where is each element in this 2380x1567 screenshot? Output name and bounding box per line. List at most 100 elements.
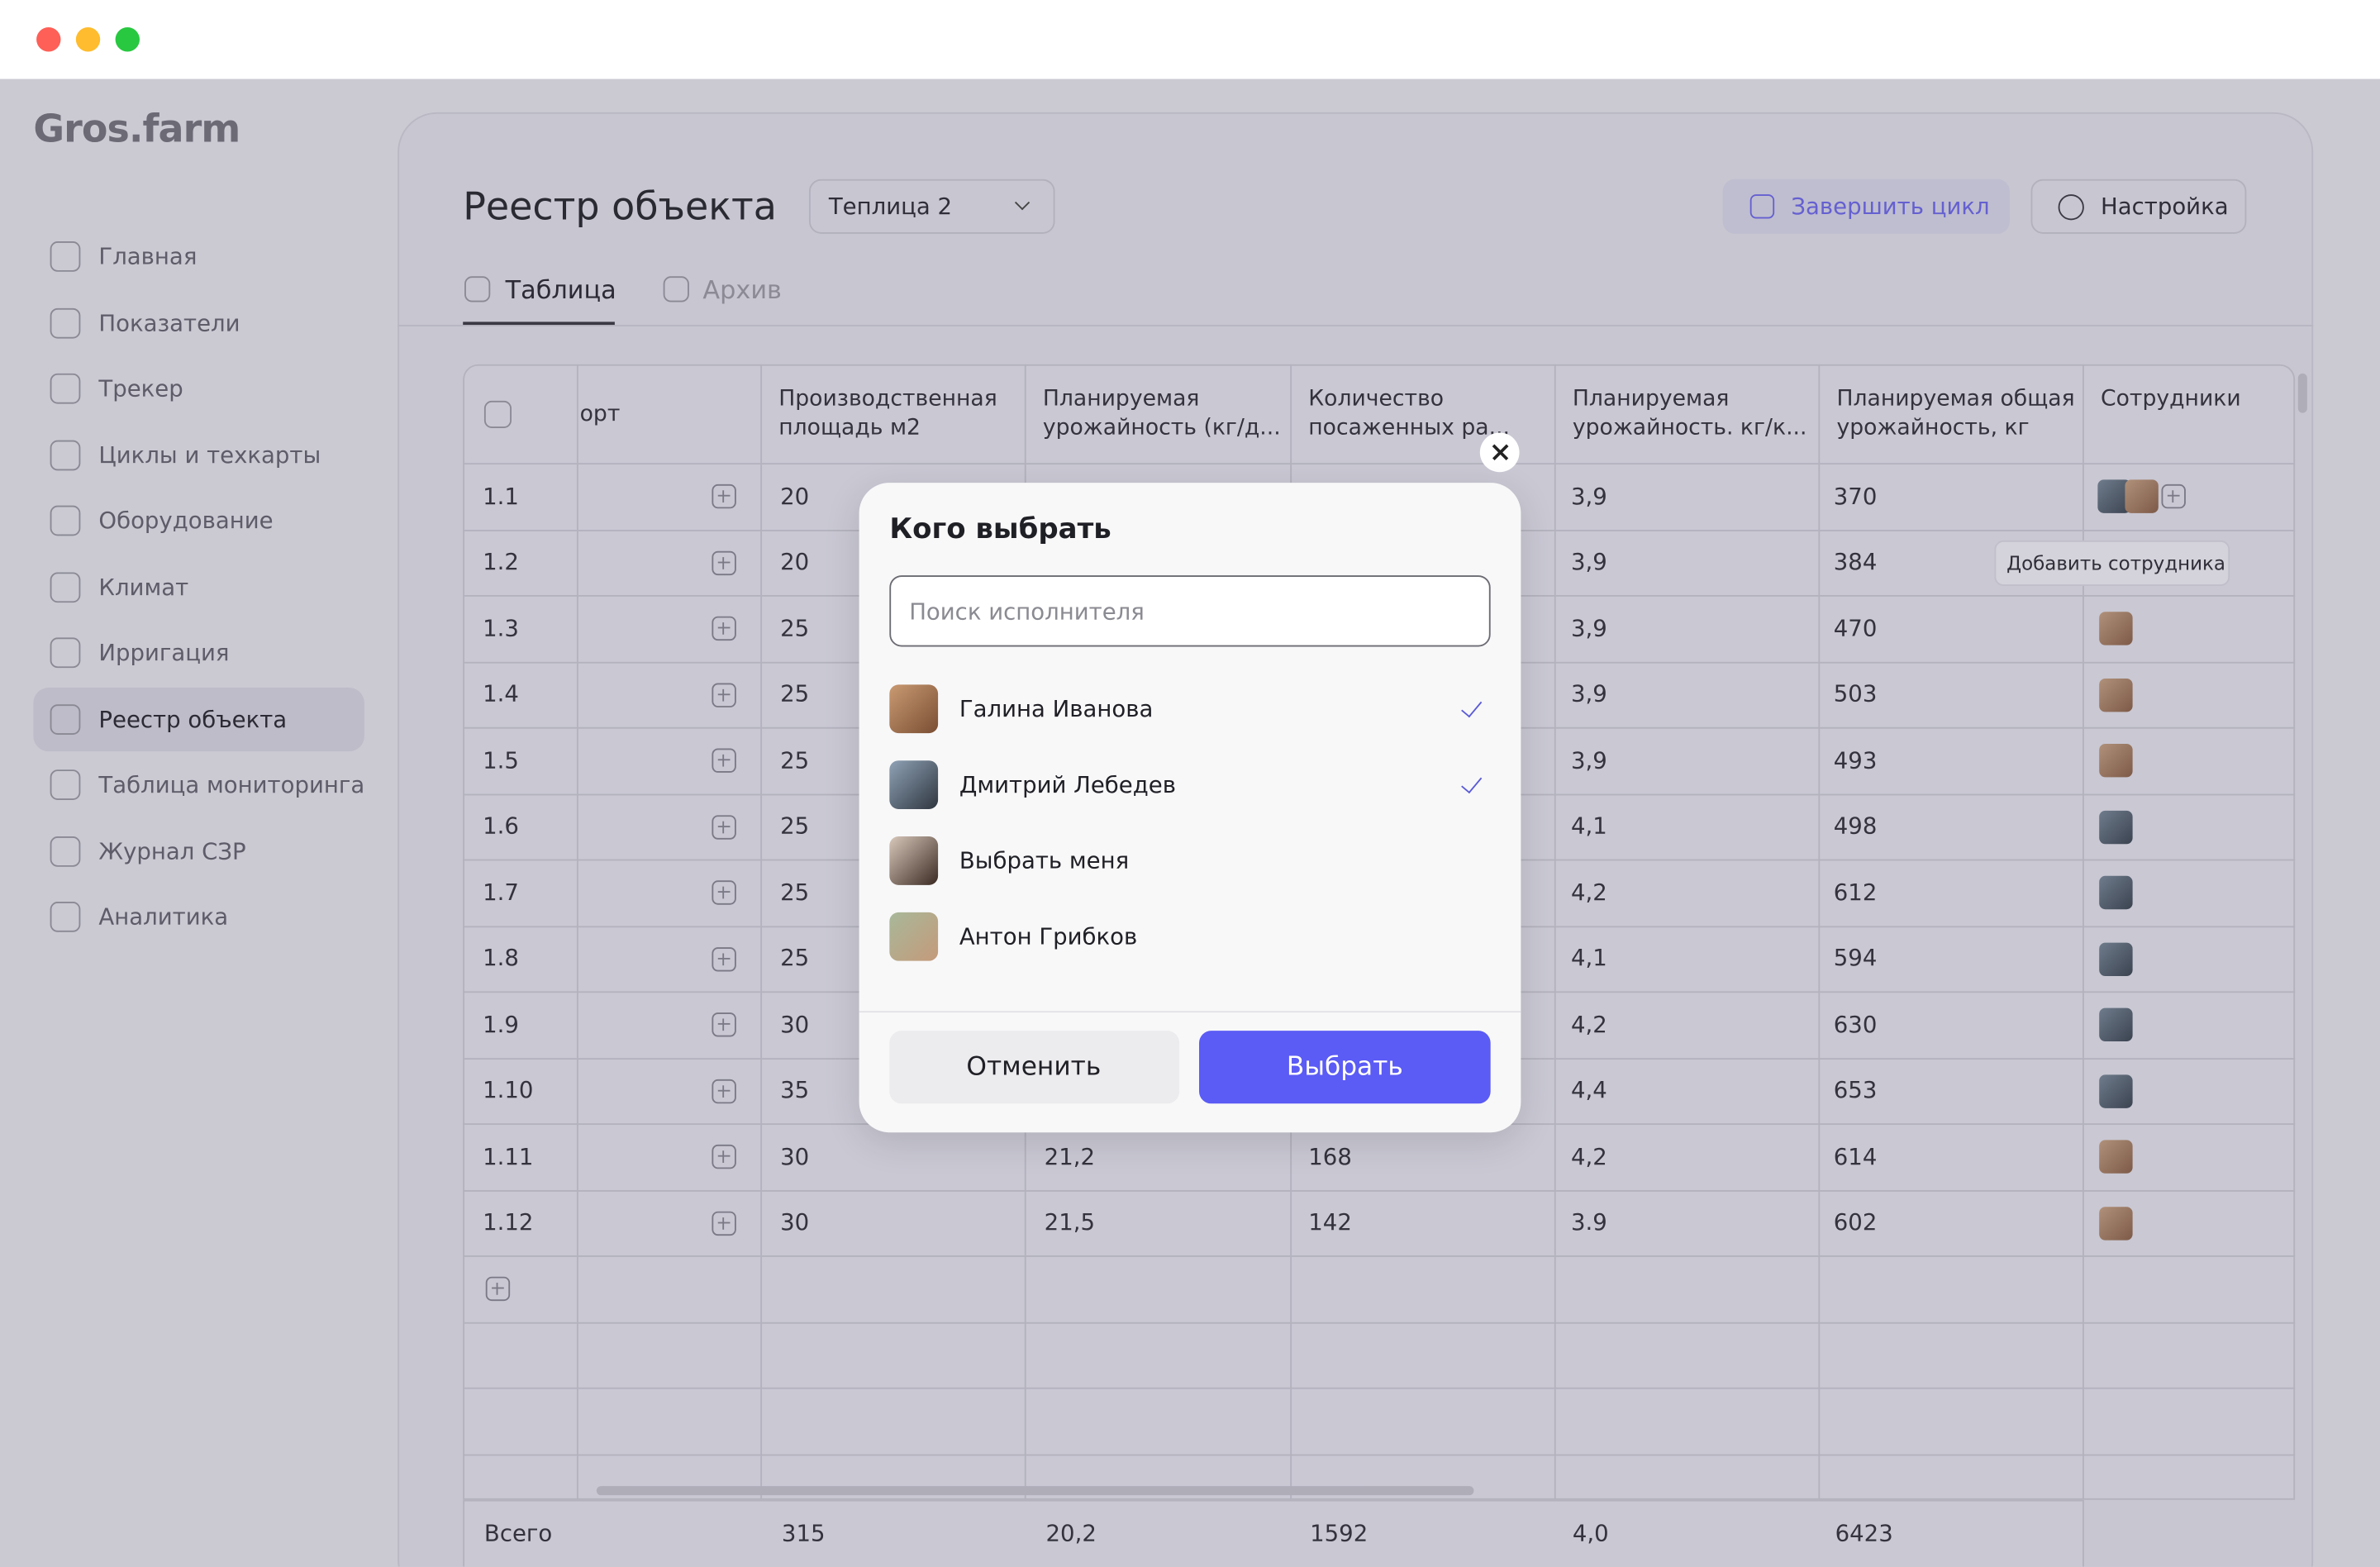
cancel-button[interactable] (889, 1031, 1180, 1104)
cancel-label: Отменить (966, 1051, 1102, 1083)
select-button[interactable] (1199, 1031, 1491, 1104)
add-variety-button[interactable] (712, 748, 736, 773)
cell: 4,2 (1571, 1142, 1607, 1170)
column-header: Планируемая общая урожайность, кг (1836, 387, 2075, 441)
cell: 503 (1833, 680, 1878, 708)
total-cell: 1592 (1310, 1519, 1368, 1547)
avatar (2099, 744, 2133, 778)
cell: 630 (1833, 1010, 1878, 1038)
nav-item[interactable]: Трекер (98, 374, 183, 402)
cell: 1.4 (483, 680, 519, 708)
cell: 25 (780, 614, 810, 642)
row-divider (463, 1321, 2296, 1323)
total-cell: Всего (483, 1519, 553, 1547)
person-avatar (889, 760, 939, 809)
cell: 1.12 (483, 1208, 534, 1236)
add-variety-button[interactable] (712, 550, 736, 575)
cell: 20 (780, 482, 810, 510)
tooltip-text: Добавить сотрудника (2006, 551, 2225, 575)
add-variety-button[interactable] (712, 616, 736, 641)
column-header: орт (579, 402, 621, 427)
page-title: Реестр объекта (463, 184, 777, 229)
cell: 1.6 (483, 812, 519, 841)
column-header: Планируемая урожайность. кг/к... (1572, 387, 1807, 441)
cell: 4,1 (1571, 944, 1607, 972)
window-control[interactable] (75, 27, 101, 52)
button-icon (2058, 194, 2084, 221)
add-variety-button[interactable] (712, 483, 736, 509)
nav-icon (50, 307, 81, 338)
cell: 602 (1833, 1208, 1878, 1236)
title-bar (0, 0, 2380, 79)
nav-item[interactable]: Реестр объекта (98, 705, 288, 733)
column-divider (760, 364, 763, 1567)
cell: 1.9 (483, 1010, 519, 1038)
cell: 3.9 (1571, 1208, 1607, 1236)
add-variety-button[interactable] (712, 682, 736, 707)
button-icon (1749, 194, 1775, 219)
add-variety-button[interactable] (712, 946, 736, 971)
add-variety-button[interactable] (712, 1210, 736, 1236)
tab[interactable]: Архив (702, 275, 782, 305)
cell: 1.2 (483, 548, 519, 576)
person-avatar (889, 912, 939, 961)
avatar (2099, 612, 2133, 645)
add-variety-button[interactable] (712, 1012, 736, 1037)
modal-title: Кого выбрать (889, 513, 1111, 546)
search-input[interactable] (889, 575, 1491, 647)
avatar (2099, 809, 2133, 844)
nav-item[interactable]: Журнал СЗР (98, 836, 246, 865)
nav-item[interactable]: Ирригация (98, 639, 230, 667)
nav-item[interactable]: Главная (98, 242, 198, 270)
nav-item[interactable]: Аналитика (98, 903, 229, 931)
nav-item[interactable]: Таблица мониторинга (98, 771, 365, 799)
row-divider (463, 463, 2296, 465)
finish-cycle-button[interactable] (1722, 179, 2010, 234)
cell: 3,9 (1571, 482, 1607, 510)
person-name: Выбрать меня (959, 846, 1130, 874)
logo: Gros.farm (33, 107, 240, 151)
nav-icon (50, 571, 81, 603)
cell: 4,1 (1571, 812, 1607, 841)
add-variety-button[interactable] (712, 880, 736, 905)
nav-item[interactable]: Оборудование (98, 507, 274, 535)
total-cell: 4,0 (1572, 1519, 1609, 1547)
add-variety-button[interactable] (712, 1144, 736, 1169)
nav-icon (50, 836, 81, 866)
add-row-button[interactable] (485, 1276, 511, 1302)
object-select-label: Теплица 2 (828, 193, 953, 221)
add-employee-button[interactable] (2161, 483, 2186, 509)
avatar (2099, 1206, 2133, 1240)
window-control[interactable] (36, 27, 61, 52)
tooltip (1994, 540, 2230, 586)
object-select[interactable] (808, 179, 1055, 234)
nav-item[interactable]: Климат (98, 573, 189, 601)
settings-button[interactable] (2030, 179, 2247, 234)
add-variety-button[interactable] (712, 1079, 736, 1103)
column-header: Производственная площадь м2 (778, 387, 997, 441)
tab-icon (464, 276, 491, 302)
nav-icon (50, 505, 81, 536)
total-cell: 20,2 (1045, 1519, 1097, 1547)
totals-row (463, 1499, 2084, 1567)
add-variety-button[interactable] (712, 814, 736, 839)
cell: 1.8 (483, 944, 519, 972)
cell: 4,2 (1571, 879, 1607, 907)
avatar (2125, 479, 2159, 513)
row-divider (463, 1255, 2296, 1257)
window-control[interactable] (115, 27, 140, 52)
cell: 25 (780, 680, 810, 708)
total-cell: 315 (781, 1519, 826, 1547)
nav-item[interactable]: Циклы и техкарты (98, 441, 321, 469)
column-header: Планируемая урожайность (кг/д... (1042, 387, 1281, 441)
cell: 1.5 (483, 746, 519, 774)
avatar (2099, 1140, 2133, 1174)
cell: 493 (1833, 746, 1878, 774)
nav-icon (50, 373, 81, 404)
cell: 594 (1833, 944, 1878, 972)
nav-item[interactable]: Показатели (98, 308, 240, 336)
cell: 25 (780, 879, 810, 907)
tab[interactable]: Таблица (505, 275, 616, 305)
cell: 1.3 (483, 614, 519, 642)
